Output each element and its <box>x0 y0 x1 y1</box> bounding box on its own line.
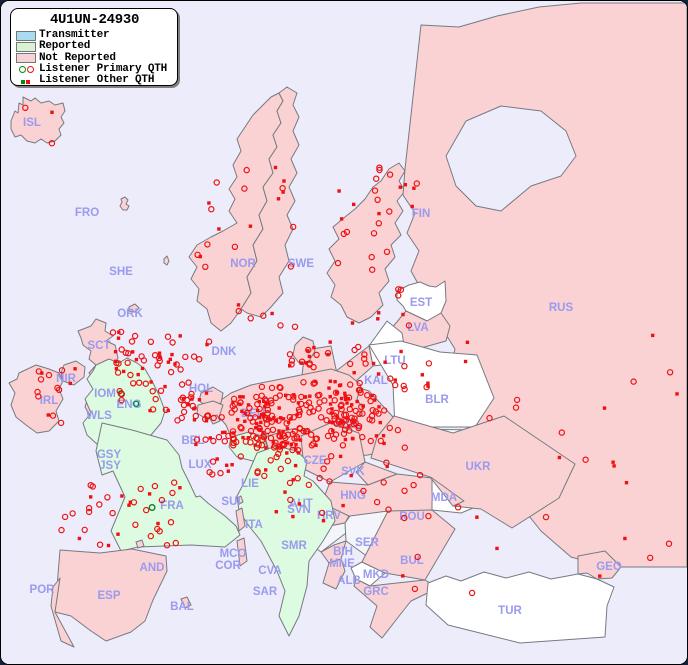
svg-text:MDA: MDA <box>431 492 457 504</box>
svg-text:COR: COR <box>215 560 241 572</box>
svg-text:CZE: CZE <box>304 455 327 467</box>
svg-text:SMR: SMR <box>281 540 307 552</box>
svg-text:ESP: ESP <box>97 590 120 602</box>
svg-text:KAL: KAL <box>364 375 388 387</box>
svg-text:MNE: MNE <box>329 558 355 570</box>
svg-text:BIH: BIH <box>333 546 353 558</box>
svg-text:JSY: JSY <box>99 460 121 472</box>
svg-text:SER: SER <box>355 537 379 549</box>
svg-text:ROU: ROU <box>399 511 425 523</box>
svg-text:ITA: ITA <box>245 519 263 531</box>
svg-text:SHE: SHE <box>109 266 133 278</box>
svg-text:FRO: FRO <box>75 207 99 219</box>
svg-text:EST: EST <box>410 297 432 309</box>
svg-text:BAL: BAL <box>170 601 194 613</box>
svg-text:SCT: SCT <box>88 340 111 352</box>
svg-text:SAR: SAR <box>253 586 278 598</box>
svg-text:CVA: CVA <box>258 565 281 577</box>
svg-text:UKR: UKR <box>466 461 492 473</box>
svg-text:SVN: SVN <box>287 504 311 516</box>
svg-text:WLS: WLS <box>86 410 112 422</box>
svg-text:AND: AND <box>140 562 165 574</box>
svg-text:FIN: FIN <box>412 208 431 220</box>
svg-text:IRL: IRL <box>40 395 59 407</box>
svg-text:SUI: SUI <box>221 496 240 508</box>
svg-text:MCO: MCO <box>220 548 247 560</box>
svg-text:ALB: ALB <box>337 575 361 587</box>
svg-text:MKD: MKD <box>363 569 389 581</box>
svg-text:RUS: RUS <box>549 302 574 314</box>
svg-text:GRC: GRC <box>363 586 389 598</box>
svg-text:NOR: NOR <box>230 258 256 270</box>
svg-text:HOL: HOL <box>189 383 213 395</box>
svg-text:BLR: BLR <box>425 394 449 406</box>
svg-text:NIR: NIR <box>56 373 77 385</box>
svg-text:SVK: SVK <box>341 466 365 478</box>
svg-text:ORK: ORK <box>117 308 143 320</box>
svg-text:BEL: BEL <box>182 435 205 447</box>
svg-text:POR: POR <box>30 584 56 596</box>
svg-text:LUX: LUX <box>189 459 212 471</box>
svg-text:HRV: HRV <box>317 510 341 522</box>
svg-text:DNK: DNK <box>212 346 238 358</box>
svg-text:GEO: GEO <box>596 561 622 573</box>
svg-text:TUR: TUR <box>498 605 522 617</box>
svg-text:IOM: IOM <box>94 388 116 400</box>
svg-text:ISL: ISL <box>23 117 41 129</box>
svg-text:HNG: HNG <box>340 490 366 502</box>
svg-text:LIE: LIE <box>241 478 259 490</box>
